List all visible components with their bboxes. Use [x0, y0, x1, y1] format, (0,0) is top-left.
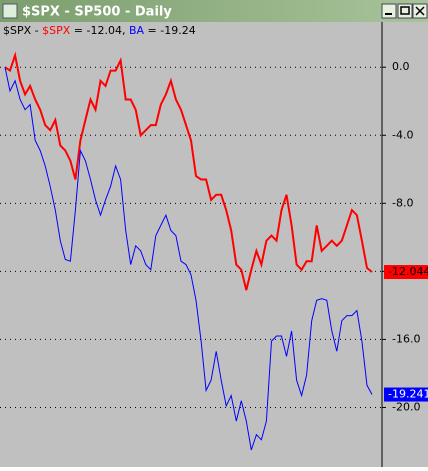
y-tick-label: 0.0 — [392, 60, 410, 73]
chart-area — [0, 22, 428, 467]
legend-value: -12.04 — [87, 24, 122, 37]
window-title: $SPX - SP500 - Daily — [22, 5, 172, 20]
y-tick-label: -16.0 — [392, 332, 420, 345]
end-label-box — [384, 265, 428, 280]
legend-entry: $SPX — [42, 24, 71, 37]
series-line — [4, 51, 373, 291]
y-tick-label: -8.0 — [392, 196, 413, 209]
maximize-button[interactable] — [397, 3, 413, 19]
window-buttons — [381, 3, 428, 19]
minimize-button[interactable] — [381, 3, 397, 19]
legend-entry: BA — [129, 24, 145, 37]
end-label: -19.241 — [388, 388, 428, 401]
y-tick-label: -4.0 — [392, 128, 413, 141]
y-tick-label: -20.0 — [392, 400, 420, 413]
legend: $SPX - $SPX = -12.04, BA = -19.24 — [3, 24, 196, 37]
legend-value: -19.24 — [160, 24, 195, 37]
title-bar — [0, 0, 428, 22]
legend-header: $SPX - — [3, 24, 39, 37]
end-label-box — [384, 387, 428, 402]
window-icon — [2, 3, 18, 19]
end-label: -12.044 — [388, 265, 428, 278]
series-line — [4, 67, 373, 451]
